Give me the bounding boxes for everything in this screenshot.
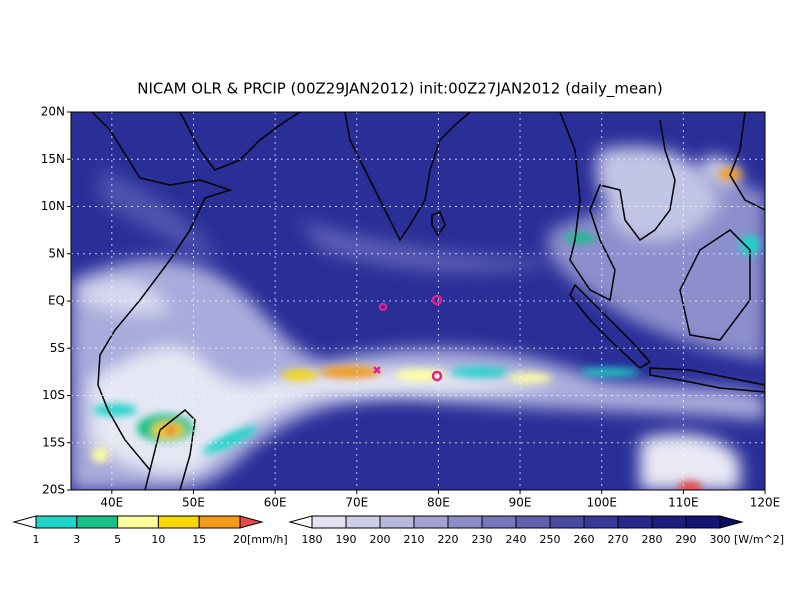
- legend-box: [379, 515, 415, 529]
- legend-arrow: [288, 515, 313, 529]
- title: NICAM OLR & PRCIP (00Z29JAN2012) init:00…: [137, 80, 663, 99]
- legend-level: 3: [73, 533, 80, 546]
- legend-level: 180: [302, 533, 323, 546]
- legend-box: [481, 515, 517, 529]
- legend-box: [617, 515, 653, 529]
- legend-level: 280: [642, 533, 663, 546]
- axes: 20N 15N 10N 5N EQ 5S 10S 15S 20S 40E 50E 60E 70E 80E 9…: [41, 105, 781, 510]
- lon-label: 70E: [345, 496, 368, 510]
- map: [71, 112, 765, 490]
- lon-label: 120E: [750, 496, 781, 510]
- legend-level: 15: [192, 533, 206, 546]
- lat-label: EQ: [48, 294, 65, 308]
- legend-box: [157, 515, 200, 529]
- legend-box: [413, 515, 449, 529]
- lat-label: 10N: [41, 199, 65, 213]
- legend-level: 300: [710, 533, 731, 546]
- legend-level: 220: [438, 533, 459, 546]
- legend-box: [447, 515, 483, 529]
- legend-arrow: [239, 515, 264, 529]
- legend-box: [345, 515, 381, 529]
- coastlines: [91, 112, 765, 490]
- legend-level: 1: [33, 533, 40, 546]
- legend-unit: [mm/h]: [247, 533, 288, 546]
- legend-level: 5: [114, 533, 121, 546]
- grid: [71, 112, 765, 490]
- legend-box: [583, 515, 619, 529]
- precip-cells: [92, 168, 760, 490]
- legend-box: [117, 515, 159, 529]
- legends: 1 3 5 10 15 20 [mm/h] 180 190 200 210 220 230 240 250 2…: [12, 515, 784, 546]
- legend-level: 290: [676, 533, 697, 546]
- legend-box: [311, 515, 347, 529]
- lat-label: 5S: [50, 341, 65, 355]
- legend-level: 260: [574, 533, 595, 546]
- legend-box: [198, 515, 241, 529]
- lat-label: 15N: [41, 152, 65, 166]
- lat-label: 20S: [42, 483, 65, 497]
- lon-label: 80E: [427, 496, 450, 510]
- lon-label: 40E: [100, 496, 123, 510]
- legend-box: [549, 515, 585, 529]
- legend-level: 10: [151, 533, 165, 546]
- legend-box: [515, 515, 551, 529]
- legend-box: [685, 515, 721, 529]
- legend-level: 250: [540, 533, 561, 546]
- legend-level: 200: [370, 533, 391, 546]
- legend-level: 270: [608, 533, 629, 546]
- lon-label: 50E: [182, 496, 205, 510]
- legend-level: 20: [233, 533, 247, 546]
- legend-arrow: [12, 515, 37, 529]
- legend-box: [651, 515, 687, 529]
- lat-label: 15S: [42, 435, 65, 449]
- legend-unit: [W/m^2]: [734, 533, 784, 546]
- legend-box: [76, 515, 119, 529]
- legend-level: 240: [506, 533, 527, 546]
- legend-level: 230: [472, 533, 493, 546]
- lon-label: 100E: [586, 496, 617, 510]
- legend-level: 210: [404, 533, 425, 546]
- markers: [373, 294, 443, 382]
- lon-label: 60E: [264, 496, 287, 510]
- lat-label: 20N: [41, 105, 65, 119]
- lon-label: 90E: [509, 496, 532, 510]
- lon-label: 110E: [668, 496, 699, 510]
- legend-level: 190: [336, 533, 357, 546]
- legend-arrow: [719, 515, 744, 529]
- lat-label: 10S: [42, 388, 65, 402]
- legend-box: [35, 515, 78, 529]
- lat-label: 5N: [48, 246, 65, 260]
